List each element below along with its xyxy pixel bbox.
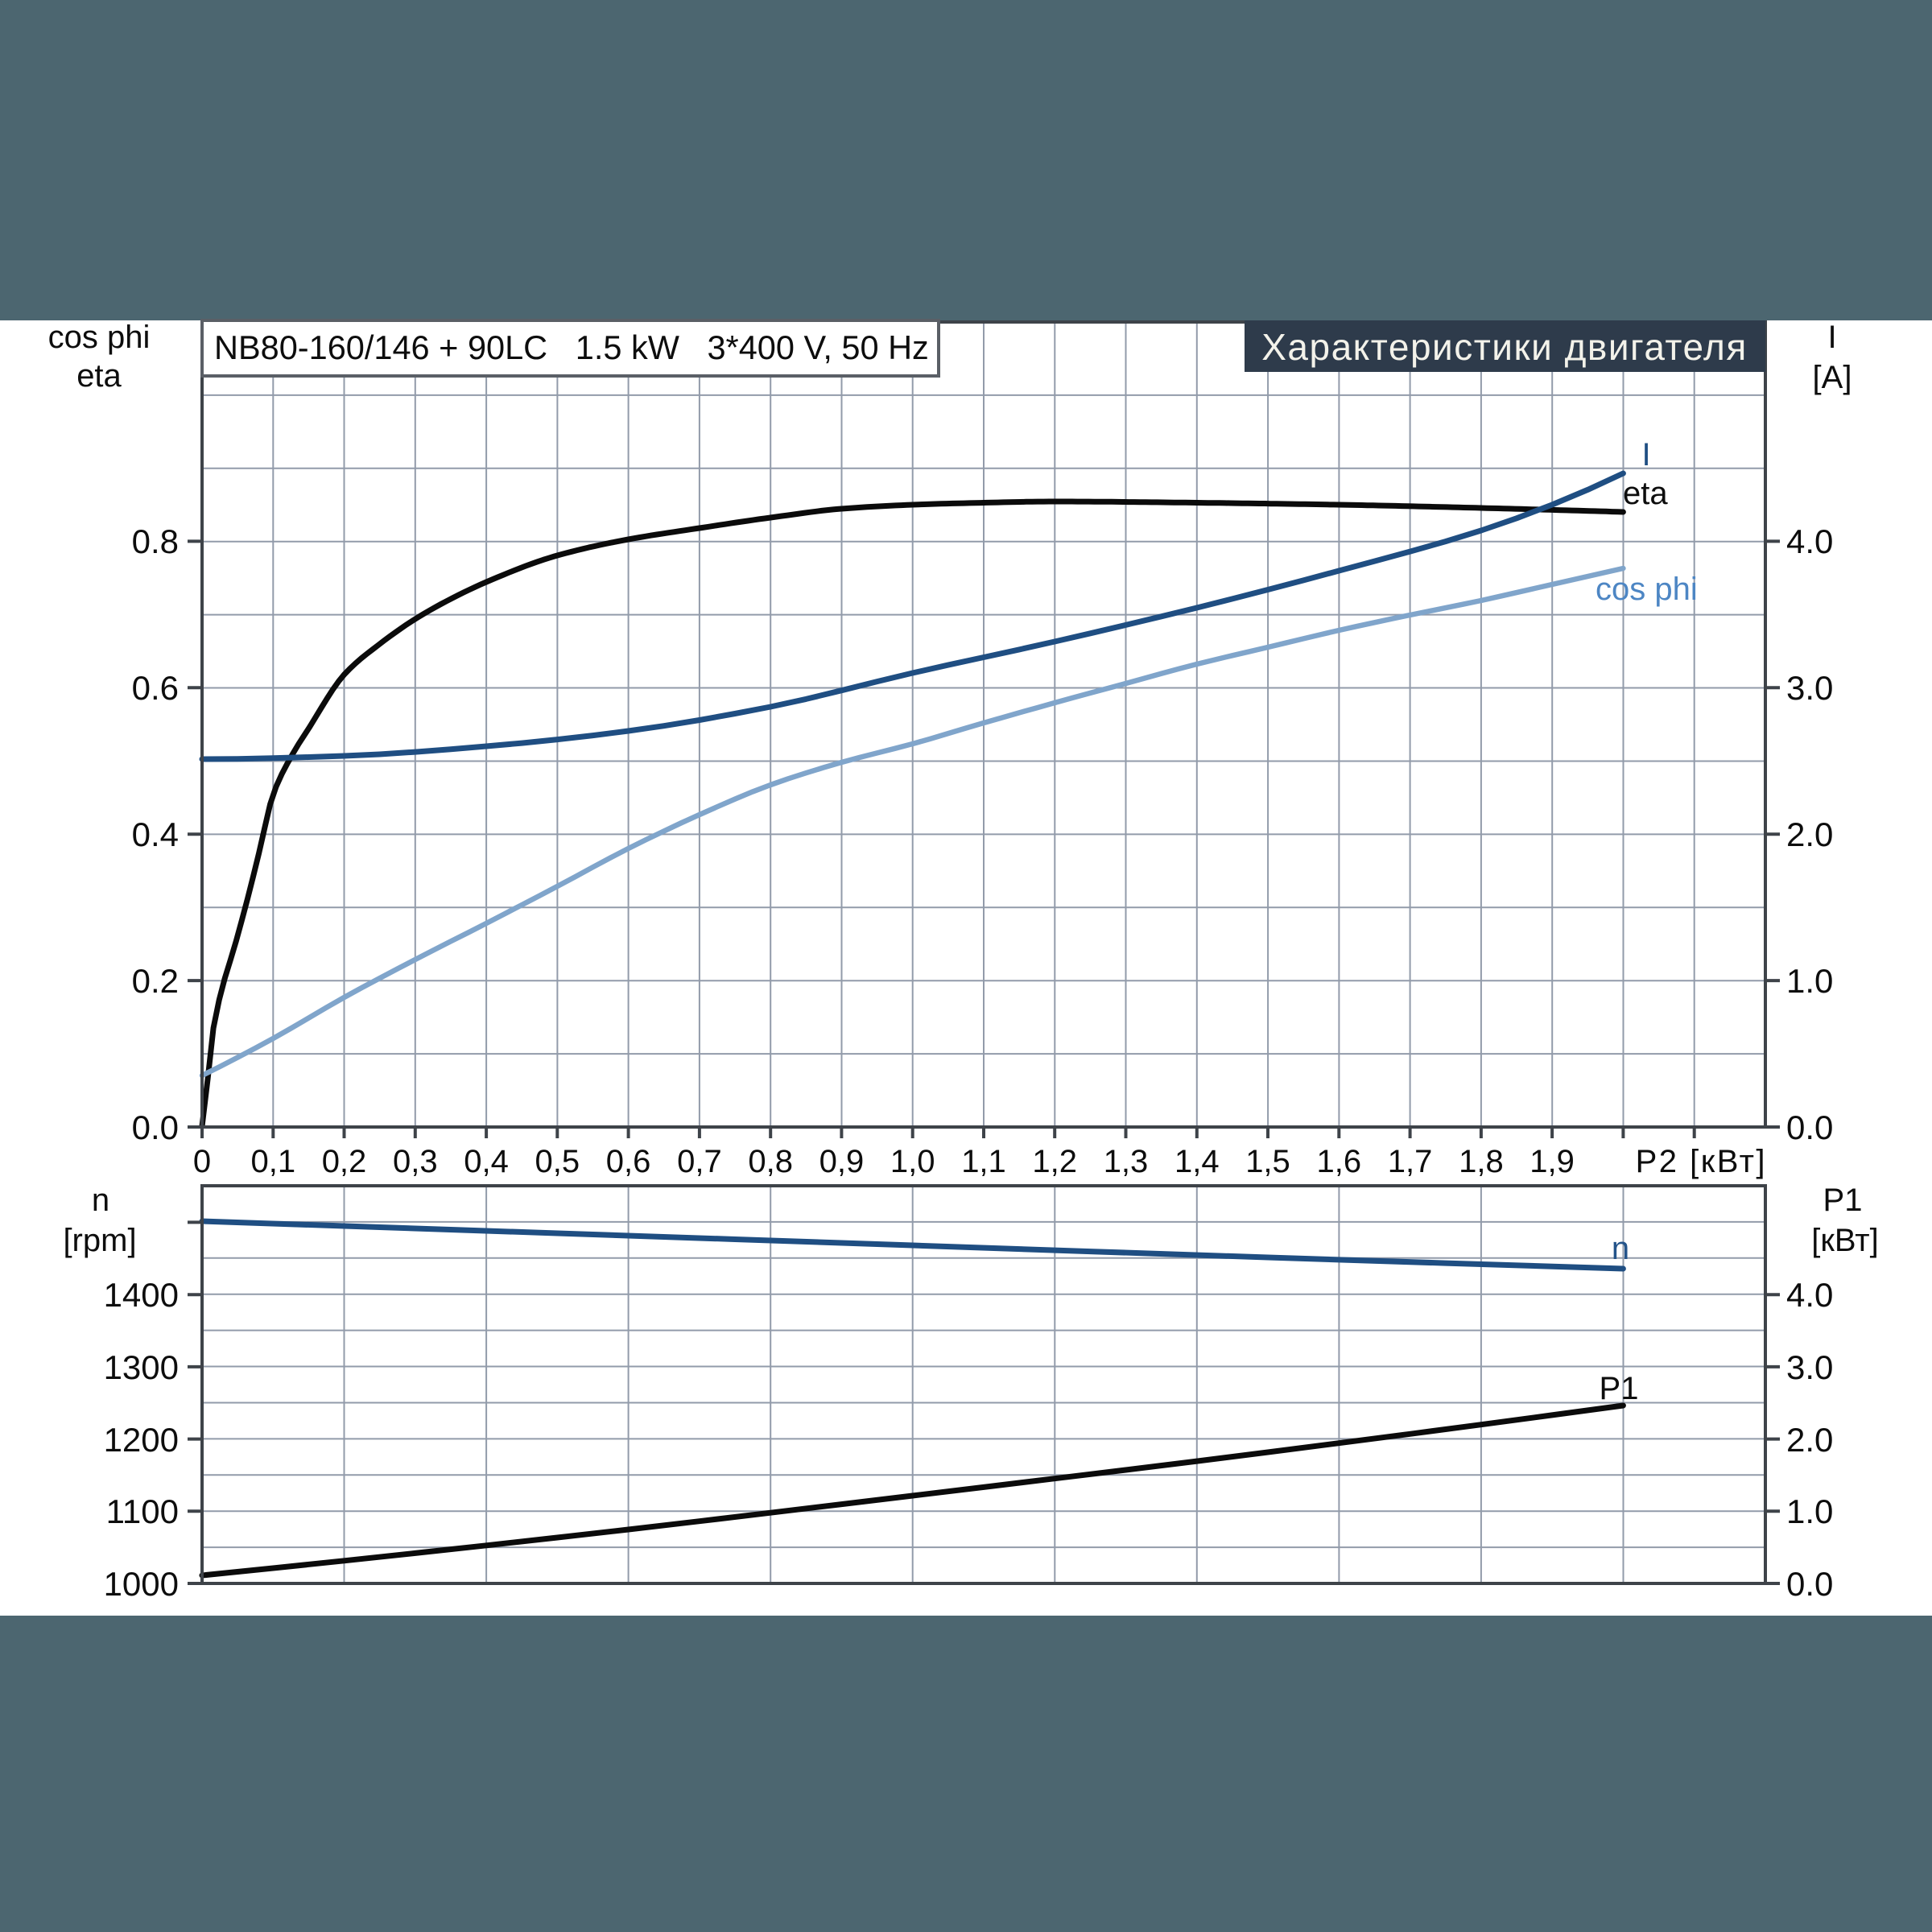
svg-text:0.8: 0.8 [132,522,179,560]
svg-text:P1: P1 [1823,1183,1863,1218]
svg-text:0,3: 0,3 [393,1144,438,1179]
svg-text:1,7: 1,7 [1388,1144,1433,1179]
svg-text:1,5: 1,5 [1245,1144,1290,1179]
svg-text:1300: 1300 [104,1348,179,1386]
svg-text:0.4: 0.4 [132,815,179,853]
svg-text:0.6: 0.6 [132,669,179,707]
svg-text:1100: 1100 [106,1492,179,1530]
svg-text:1.0: 1.0 [1786,962,1833,1000]
svg-text:4.0: 4.0 [1786,522,1833,560]
svg-text:1,2: 1,2 [1032,1144,1077,1179]
svg-text:3.0: 3.0 [1786,669,1833,707]
svg-text:cos phi: cos phi [48,320,151,355]
svg-text:[A]: [A] [1813,360,1852,395]
svg-text:0.2: 0.2 [132,962,179,1000]
svg-text:P2 [кВт]: P2 [кВт] [1636,1144,1767,1179]
svg-text:0,7: 0,7 [677,1144,722,1179]
svg-text:1,1: 1,1 [961,1144,1006,1179]
svg-text:4.0: 4.0 [1786,1276,1833,1314]
svg-text:0,1: 0,1 [250,1144,295,1179]
svg-text:1,9: 1,9 [1530,1144,1575,1179]
svg-text:NB80-160/146 + 90LC 1.5 kW: NB80-160/146 + 90LC 1.5 kW 3*400 V, 50 H… [214,328,929,366]
svg-text:n: n [1612,1231,1629,1266]
svg-text:0,6: 0,6 [606,1144,651,1179]
svg-text:0,2: 0,2 [322,1144,367,1179]
svg-text:[rpm]: [rpm] [63,1223,136,1258]
svg-text:0.0: 0.0 [1786,1565,1833,1603]
svg-text:I: I [1827,320,1836,355]
svg-text:0,9: 0,9 [819,1144,865,1179]
svg-text:1,6: 1,6 [1316,1144,1361,1179]
svg-text:1.0: 1.0 [1786,1492,1833,1530]
svg-text:0,8: 0,8 [748,1144,793,1179]
svg-text:eta: eta [1623,476,1668,511]
svg-text:0.0: 0.0 [132,1108,179,1146]
svg-text:1,4: 1,4 [1174,1144,1220,1179]
svg-text:2.0: 2.0 [1786,815,1833,853]
svg-text:Характеристики двигателя: Характеристики двигателя [1261,326,1748,368]
svg-text:1,8: 1,8 [1459,1144,1504,1179]
svg-text:0.0: 0.0 [1786,1108,1833,1146]
svg-text:0: 0 [193,1144,211,1179]
svg-text:n: n [92,1183,109,1218]
svg-text:1,3: 1,3 [1104,1144,1149,1179]
svg-text:1,0: 1,0 [890,1144,935,1179]
svg-text:1400: 1400 [104,1276,179,1314]
svg-text:cos phi: cos phi [1596,572,1698,607]
svg-text:1200: 1200 [104,1421,179,1459]
svg-text:1000: 1000 [104,1565,179,1603]
svg-text:0,4: 0,4 [464,1144,509,1179]
svg-text:[кВт]: [кВт] [1811,1223,1878,1258]
svg-text:0,5: 0,5 [535,1144,580,1179]
svg-text:3.0: 3.0 [1786,1348,1833,1386]
svg-text:2.0: 2.0 [1786,1421,1833,1459]
svg-text:I: I [1641,437,1650,473]
svg-text:eta: eta [76,358,122,394]
svg-text:P1: P1 [1600,1371,1639,1406]
